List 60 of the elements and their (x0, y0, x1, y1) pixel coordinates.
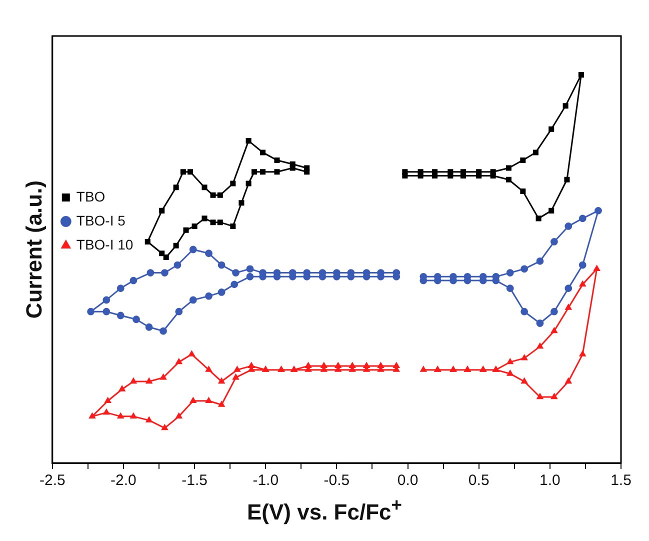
legend-label: TBO-I 10 (76, 236, 134, 252)
x-axis-title: E(V) vs. Fc/Fc$^{+}$ (246, 494, 403, 525)
point (180, 169, 186, 175)
point (548, 126, 554, 132)
point (304, 169, 310, 175)
point (506, 176, 512, 182)
x-tick-label: 0.5 (468, 472, 490, 490)
x-tick-label: -2.0 (110, 472, 136, 490)
point (173, 242, 179, 248)
point (274, 157, 280, 163)
legend-label: TBO-I 5 (76, 212, 126, 228)
point (163, 254, 169, 260)
point (506, 165, 512, 171)
point (217, 192, 223, 198)
point (520, 188, 526, 194)
point (290, 165, 296, 171)
x-tick-label: -1.0 (252, 472, 279, 490)
point (448, 172, 454, 179)
x-tick-label: -1.5 (182, 472, 208, 490)
point (490, 172, 496, 179)
point (217, 220, 223, 226)
x-tick-label: 0.0 (397, 472, 418, 490)
legend-label: TBO (76, 188, 106, 204)
x-tick-label: 1.0 (539, 472, 560, 490)
point (532, 150, 538, 156)
point (548, 208, 554, 214)
point (476, 172, 482, 179)
point (260, 169, 266, 175)
point (432, 172, 438, 179)
point (173, 184, 179, 190)
point (238, 200, 244, 206)
point (210, 220, 216, 226)
point (230, 223, 236, 229)
point (564, 176, 570, 182)
x-tick-label: -2.5 (39, 472, 66, 490)
point (402, 172, 408, 179)
point (578, 72, 584, 78)
x-tick-label: 1.5 (610, 472, 632, 490)
y-axis-title: Current (a.u.) (21, 180, 46, 319)
x-tick-label: -0.5 (324, 472, 350, 490)
point (246, 138, 252, 144)
point (230, 180, 236, 186)
point (260, 150, 266, 156)
point (246, 180, 252, 186)
point (183, 227, 189, 233)
point (144, 238, 150, 244)
point (188, 169, 194, 175)
point (520, 157, 526, 163)
point (202, 184, 208, 190)
point (460, 172, 466, 179)
point (159, 208, 165, 214)
point (251, 169, 258, 175)
point (274, 169, 280, 175)
point (536, 216, 542, 222)
point (418, 172, 424, 179)
point (562, 103, 568, 109)
point (192, 223, 198, 229)
point (202, 216, 208, 222)
point (159, 250, 165, 256)
point (210, 192, 216, 198)
